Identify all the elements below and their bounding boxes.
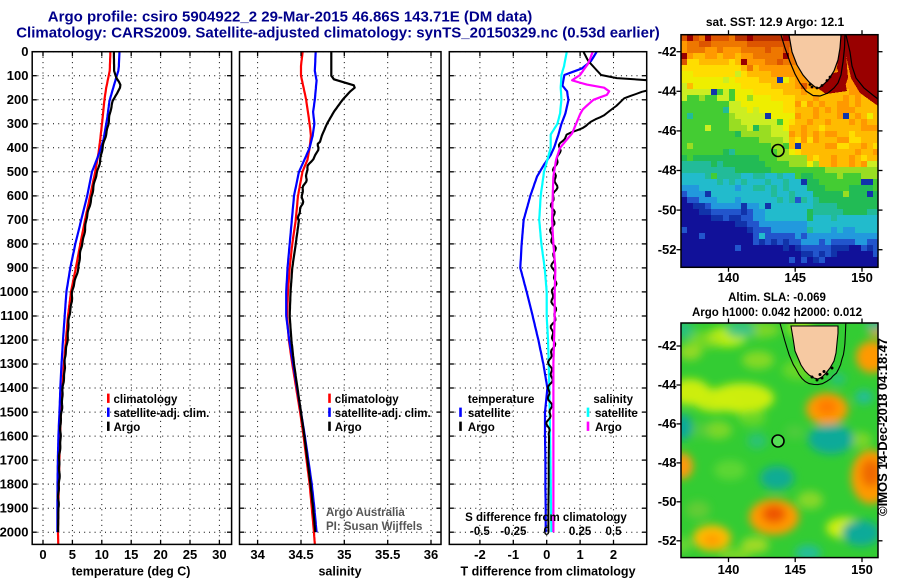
svg-text:0.5: 0.5 bbox=[606, 526, 623, 538]
svg-text:0: 0 bbox=[543, 526, 549, 538]
svg-text:S difference from climatology: S difference from climatology bbox=[465, 512, 627, 524]
svg-text:satellite: satellite bbox=[468, 408, 511, 420]
svg-text:-44: -44 bbox=[658, 377, 678, 392]
svg-text:satellite-adj. clim.: satellite-adj. clim. bbox=[335, 408, 431, 420]
svg-text:25: 25 bbox=[183, 547, 197, 562]
svg-text:800: 800 bbox=[7, 236, 29, 251]
svg-text:sat. SST: 12.9 Argo: 12.1: sat. SST: 12.9 Argo: 12.1 bbox=[706, 15, 845, 29]
svg-text:0: 0 bbox=[39, 547, 46, 562]
svg-text:-46: -46 bbox=[658, 416, 677, 431]
svg-text:0: 0 bbox=[543, 547, 550, 562]
svg-text:1200: 1200 bbox=[0, 332, 29, 347]
svg-text:salinity: salinity bbox=[593, 394, 633, 406]
svg-text:-48: -48 bbox=[658, 455, 677, 470]
svg-text:145: 145 bbox=[784, 270, 806, 285]
svg-text:20: 20 bbox=[153, 547, 167, 562]
svg-text:PI: Susan Wijffels: PI: Susan Wijffels bbox=[326, 521, 422, 533]
svg-text:15: 15 bbox=[124, 547, 138, 562]
svg-text:1100: 1100 bbox=[0, 308, 28, 323]
svg-text:-42: -42 bbox=[658, 44, 677, 59]
svg-text:-0.25: -0.25 bbox=[500, 526, 527, 538]
svg-text:-46: -46 bbox=[658, 123, 677, 138]
svg-text:-48: -48 bbox=[658, 163, 677, 178]
svg-text:satellite: satellite bbox=[595, 408, 638, 420]
svg-text:1300: 1300 bbox=[0, 356, 29, 371]
svg-text:900: 900 bbox=[7, 260, 29, 275]
svg-text:140: 140 bbox=[718, 562, 740, 577]
svg-text:climatology: climatology bbox=[335, 394, 400, 406]
svg-text:1600: 1600 bbox=[0, 428, 29, 443]
svg-text:35: 35 bbox=[337, 547, 351, 562]
svg-text:1800: 1800 bbox=[0, 476, 29, 491]
svg-text:climatology: climatology bbox=[114, 394, 179, 406]
svg-text:600: 600 bbox=[7, 188, 29, 203]
svg-text:salinity: salinity bbox=[318, 565, 361, 579]
svg-text:-52: -52 bbox=[658, 242, 677, 257]
svg-text:300: 300 bbox=[7, 116, 29, 131]
svg-text:Argo profile: csiro 5904922_2: Argo profile: csiro 5904922_2 29-Mar-201… bbox=[48, 9, 532, 26]
svg-text:-1: -1 bbox=[508, 547, 520, 562]
svg-text:2000: 2000 bbox=[0, 524, 29, 539]
svg-text:Climatology: CARS2009. Satelli: Climatology: CARS2009. Satellite-adjuste… bbox=[16, 25, 660, 42]
svg-text:34.5: 34.5 bbox=[288, 547, 313, 562]
svg-text:34: 34 bbox=[250, 547, 265, 562]
svg-text:Argo Australia: Argo Australia bbox=[326, 507, 405, 519]
svg-text:150: 150 bbox=[851, 562, 873, 577]
svg-text:-44: -44 bbox=[658, 84, 678, 99]
svg-text:10: 10 bbox=[95, 547, 109, 562]
svg-text:1500: 1500 bbox=[0, 404, 29, 419]
svg-text:400: 400 bbox=[7, 140, 29, 155]
svg-text:-50: -50 bbox=[658, 494, 677, 509]
svg-text:1700: 1700 bbox=[0, 452, 29, 467]
svg-text:Argo: Argo bbox=[595, 422, 622, 434]
svg-text:0.25: 0.25 bbox=[569, 526, 592, 538]
svg-text:satellite-adj. clim.: satellite-adj. clim. bbox=[114, 408, 210, 420]
svg-text:Argo: Argo bbox=[468, 422, 495, 434]
svg-text:35.5: 35.5 bbox=[375, 547, 400, 562]
svg-text:©IMOS 14-Dec-2018 04:18:47: ©IMOS 14-Dec-2018 04:18:47 bbox=[875, 338, 890, 516]
svg-text:100: 100 bbox=[7, 68, 29, 83]
svg-text:temperature: temperature bbox=[468, 394, 534, 406]
svg-text:Argo h1000: 0.042 h2000: 0.012: Argo h1000: 0.042 h2000: 0.012 bbox=[692, 307, 862, 319]
svg-text:-2: -2 bbox=[474, 547, 486, 562]
svg-text:-42: -42 bbox=[658, 338, 677, 353]
svg-text:1400: 1400 bbox=[0, 380, 29, 395]
svg-text:700: 700 bbox=[7, 212, 29, 227]
svg-text:1: 1 bbox=[576, 547, 583, 562]
svg-text:0: 0 bbox=[21, 44, 28, 59]
svg-text:140: 140 bbox=[718, 270, 740, 285]
svg-text:Argo: Argo bbox=[114, 422, 141, 434]
svg-text:36: 36 bbox=[424, 547, 438, 562]
svg-text:temperature (deg C): temperature (deg C) bbox=[72, 565, 191, 579]
svg-text:-50: -50 bbox=[658, 202, 677, 217]
svg-text:150: 150 bbox=[851, 270, 873, 285]
svg-text:500: 500 bbox=[7, 164, 29, 179]
svg-text:T difference from climatology: T difference from climatology bbox=[460, 565, 635, 579]
svg-text:2: 2 bbox=[610, 547, 617, 562]
svg-text:Altim. SLA: -0.069: Altim. SLA: -0.069 bbox=[728, 292, 826, 304]
svg-text:5: 5 bbox=[69, 547, 76, 562]
svg-text:1900: 1900 bbox=[0, 500, 29, 515]
svg-text:-52: -52 bbox=[658, 533, 677, 548]
svg-text:1000: 1000 bbox=[0, 284, 29, 299]
svg-text:Argo: Argo bbox=[335, 422, 362, 434]
svg-text:-0.5: -0.5 bbox=[470, 526, 490, 538]
svg-text:145: 145 bbox=[784, 562, 806, 577]
svg-text:30: 30 bbox=[212, 547, 226, 562]
svg-text:200: 200 bbox=[7, 92, 29, 107]
